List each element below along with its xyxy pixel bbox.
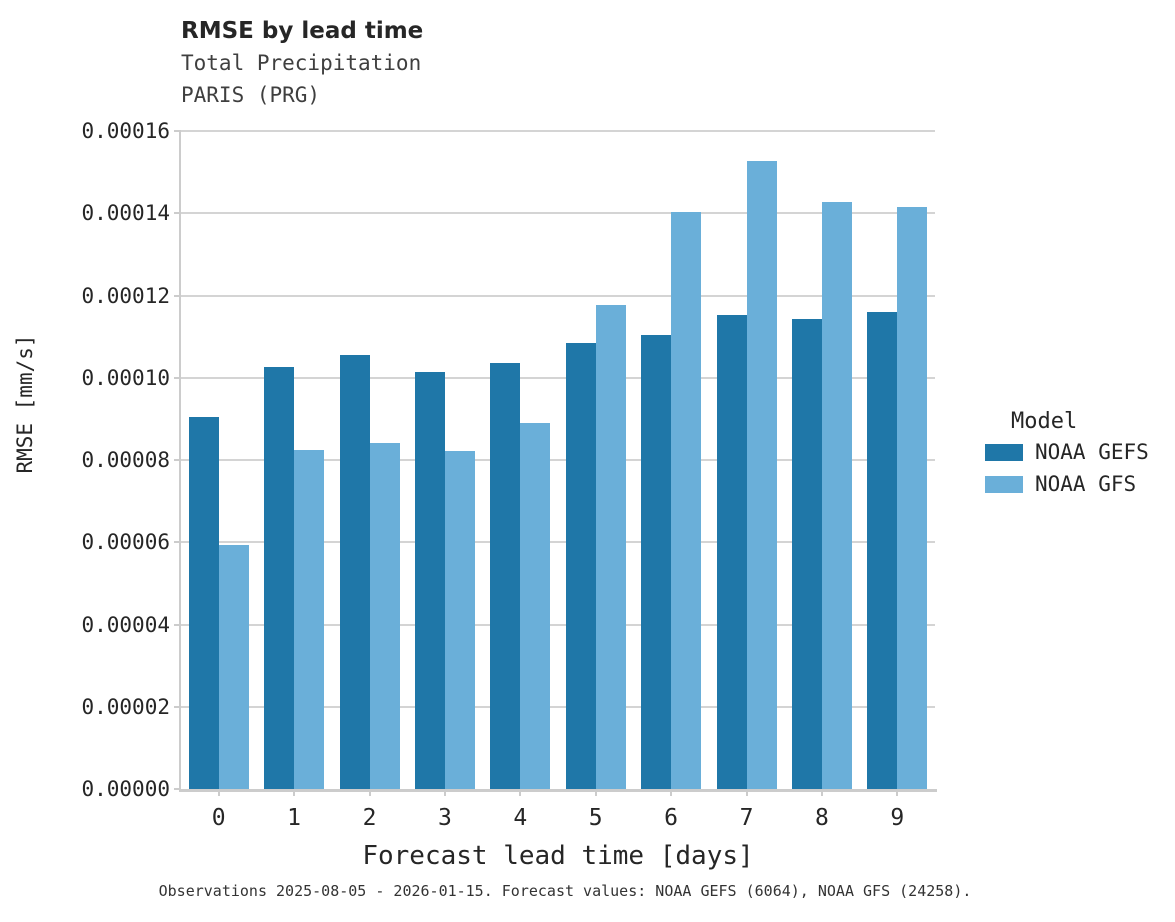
chart-subtitle-variable: Total Precipitation bbox=[181, 51, 422, 75]
y-axis-tick bbox=[174, 376, 181, 379]
x-axis-tick bbox=[217, 790, 220, 796]
y-axis-tick-label: 0.00006 bbox=[81, 530, 170, 555]
title-block: RMSE by lead time Total Precipitation PA… bbox=[181, 16, 881, 111]
legend-item[interactable]: NOAA GFS bbox=[985, 468, 1175, 500]
y-axis-title: RMSE [mm/s] bbox=[13, 334, 37, 474]
bar[interactable] bbox=[595, 304, 626, 789]
x-axis-tick-label: 9 bbox=[890, 805, 905, 831]
legend-label: NOAA GFS bbox=[1035, 471, 1137, 496]
x-axis-tick-label: 1 bbox=[287, 805, 302, 831]
y-axis-tick-label: 0.00014 bbox=[81, 201, 170, 226]
y-axis-tick-label: 0.00016 bbox=[81, 119, 170, 143]
x-axis-tick-label: 3 bbox=[437, 805, 452, 831]
x-axis-tick bbox=[368, 790, 371, 796]
x-axis-tick-label: 8 bbox=[814, 805, 829, 831]
x-axis-tick bbox=[443, 790, 446, 796]
y-axis-tick bbox=[174, 705, 181, 708]
y-axis-tick bbox=[174, 459, 181, 461]
x-axis-tick-label: 7 bbox=[739, 805, 754, 831]
y-axis-tick-labels: 0.00016 0.00014 0.00012 0.00010 0.00008 0.000… bbox=[5, 121, 170, 800]
bar[interactable] bbox=[490, 362, 521, 789]
y-axis-tick bbox=[174, 212, 181, 215]
chart-subtitle-location: PARIS (PRG) bbox=[181, 83, 321, 107]
bar[interactable] bbox=[218, 544, 249, 789]
bar[interactable] bbox=[791, 318, 822, 789]
gridline bbox=[181, 541, 935, 544]
legend-title: Model bbox=[1011, 409, 1078, 434]
bar[interactable] bbox=[414, 371, 445, 789]
x-axis-tick-label: 6 bbox=[664, 805, 679, 831]
x-axis-tick-label: 5 bbox=[588, 805, 603, 831]
x-axis-tick bbox=[519, 790, 522, 796]
y-axis-tick-label: 0.00010 bbox=[81, 365, 170, 390]
x-axis-tick-label: 4 bbox=[513, 805, 528, 831]
bar[interactable] bbox=[821, 201, 852, 789]
gridline bbox=[181, 130, 935, 132]
y-axis-tick-label: 0.00008 bbox=[81, 448, 170, 472]
gridline bbox=[181, 212, 935, 215]
x-axis-tick bbox=[745, 790, 748, 796]
y-axis-tick-label: 0.00002 bbox=[81, 694, 170, 719]
bar[interactable] bbox=[264, 367, 295, 789]
bar[interactable] bbox=[294, 450, 325, 789]
y-axis-tick bbox=[174, 541, 181, 544]
y-axis-tick-label: 0.00004 bbox=[81, 612, 170, 637]
gridline bbox=[181, 623, 935, 626]
footer-note: Observations 2025-08-05 - 2026-01-15. Fo… bbox=[158, 882, 972, 900]
bar[interactable] bbox=[565, 342, 596, 789]
bar[interactable] bbox=[716, 314, 747, 789]
bar[interactable] bbox=[641, 334, 672, 789]
x-axis-tick-label: 0 bbox=[211, 805, 226, 831]
bar[interactable] bbox=[746, 160, 777, 789]
bar[interactable] bbox=[369, 442, 400, 789]
legend-item[interactable]: NOAA GEFS bbox=[985, 436, 1175, 468]
x-axis-tick bbox=[293, 790, 296, 796]
y-axis-tick bbox=[174, 130, 181, 132]
bar[interactable] bbox=[188, 416, 219, 789]
bar[interactable] bbox=[671, 212, 702, 789]
x-axis-tick bbox=[820, 790, 823, 796]
bar[interactable] bbox=[339, 355, 370, 789]
bar[interactable] bbox=[520, 423, 551, 789]
x-axis-title: Forecast lead time [days] bbox=[362, 841, 754, 871]
bar[interactable] bbox=[897, 207, 928, 789]
legend: Model NOAA GEFS NOAA GFS bbox=[985, 408, 1175, 500]
y-axis-tick bbox=[174, 788, 181, 790]
x-axis-tick bbox=[594, 790, 597, 796]
y-axis-tick bbox=[174, 294, 181, 297]
page-title: RMSE by lead time bbox=[181, 18, 424, 44]
x-axis-line bbox=[179, 789, 937, 792]
y-axis-tick-label: 0.00012 bbox=[81, 283, 170, 308]
gridline bbox=[181, 294, 935, 297]
legend-swatch-icon bbox=[985, 475, 1023, 493]
legend-swatch-icon bbox=[985, 443, 1023, 461]
legend-entries: NOAA GEFS NOAA GFS bbox=[985, 436, 1175, 500]
y-axis-tick-label: 0.00000 bbox=[81, 777, 170, 801]
bar[interactable] bbox=[444, 451, 475, 789]
plot-area bbox=[174, 130, 937, 796]
y-axis-tick bbox=[174, 623, 181, 626]
x-axis-tick bbox=[670, 790, 673, 796]
gridline bbox=[181, 459, 935, 461]
gridline bbox=[181, 376, 935, 379]
legend-label: NOAA GEFS bbox=[1035, 439, 1149, 464]
bar[interactable] bbox=[867, 311, 898, 789]
x-axis-tick-label: 2 bbox=[362, 805, 377, 831]
gridline bbox=[181, 705, 935, 708]
x-axis-tick bbox=[896, 790, 899, 796]
